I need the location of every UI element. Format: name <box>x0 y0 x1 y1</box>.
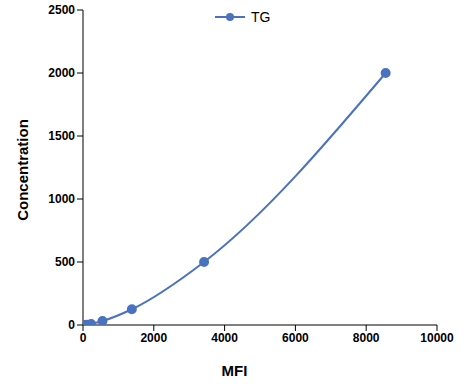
svg-text:1500: 1500 <box>48 129 75 143</box>
html-text:MFI: MFI <box>221 362 248 379</box>
svg-text:2000: 2000 <box>140 331 167 345</box>
html-text:TG: TG <box>251 9 271 25</box>
svg-text:8000: 8000 <box>353 331 380 345</box>
svg-text:500: 500 <box>55 255 75 269</box>
html-text:Concentration: Concentration <box>13 119 31 221</box>
svg-text:0: 0 <box>68 318 75 332</box>
svg-text:2000: 2000 <box>48 66 75 80</box>
svg-text:1000: 1000 <box>48 192 75 206</box>
svg-text:4000: 4000 <box>211 331 238 345</box>
svg-text:0: 0 <box>80 331 87 345</box>
svg-text:6000: 6000 <box>282 331 309 345</box>
svg-text:10000: 10000 <box>420 331 454 345</box>
svg-text:2500: 2500 <box>48 3 75 17</box>
